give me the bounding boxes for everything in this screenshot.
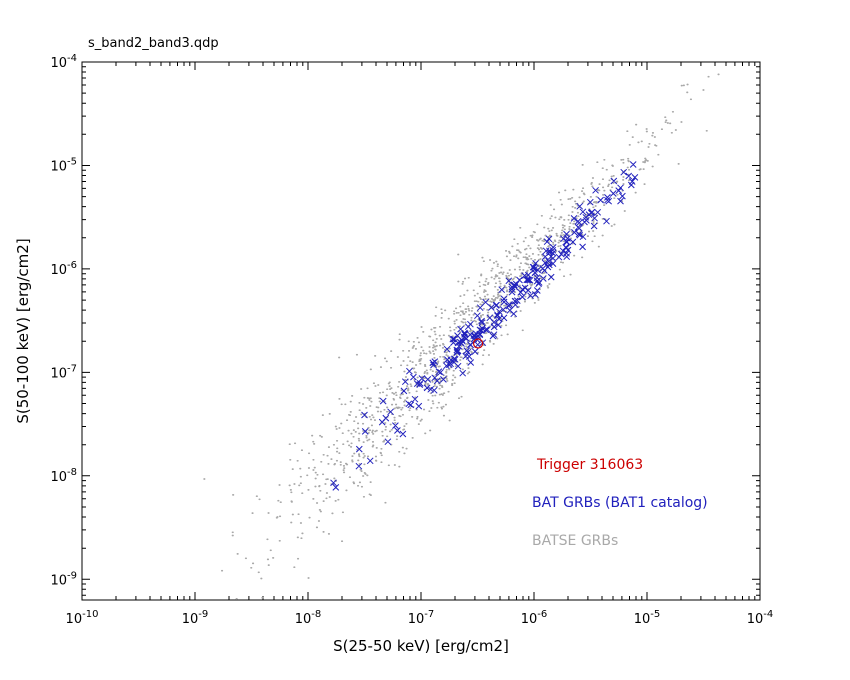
y-tick-label: 10-7 xyxy=(50,363,77,381)
x-tick-label: 10-8 xyxy=(295,609,322,627)
points-layer xyxy=(203,73,720,600)
axes-layer: 10-10 10-9 10-8 10-7 10-6 10-5 10-4 10-9 10-8 10-… xyxy=(50,53,773,627)
x-tick-label: 10-4 xyxy=(747,609,774,627)
x-tick-label: 10-9 xyxy=(182,609,209,627)
bat-points xyxy=(330,161,639,491)
legend-bat-label: BAT GRBs (BAT1 catalog) xyxy=(532,495,708,511)
x-axis-title: S(25-50 keV) [erg/cm2] xyxy=(333,637,509,655)
axis-ticks xyxy=(81,61,761,600)
y-tick-label: 10-5 xyxy=(50,156,77,174)
x-tick-label: 10-6 xyxy=(521,609,548,627)
plot-frame xyxy=(81,61,761,601)
legend-trigger-label: Trigger 316063 xyxy=(536,457,643,473)
x-tick-label: 10-10 xyxy=(66,609,99,627)
trigger-point xyxy=(473,338,484,349)
batse-points xyxy=(203,73,720,600)
legend-batse-label: BATSE GRBs xyxy=(532,533,618,549)
y-axis-title: S(50-100 keV) [erg/cm2] xyxy=(14,238,32,423)
y-tick-label: 10-6 xyxy=(50,260,77,278)
y-tick-label: 10-9 xyxy=(50,570,77,588)
y-tick-label: 10-8 xyxy=(50,467,77,485)
plot-title: s_band2_band3.qdp xyxy=(88,36,219,51)
x-tick-label: 10-5 xyxy=(634,609,661,627)
y-tick-label: 10-4 xyxy=(50,53,77,71)
x-tick-label: 10-7 xyxy=(408,609,435,627)
